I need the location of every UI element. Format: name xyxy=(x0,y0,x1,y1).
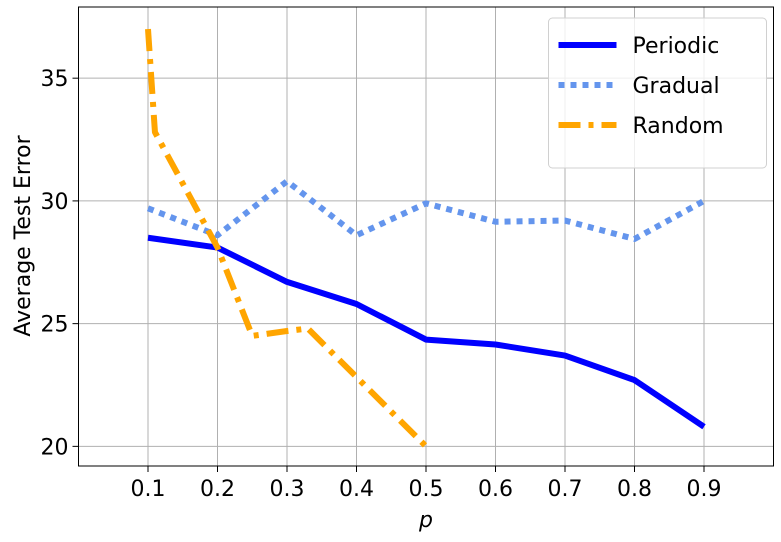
legend-label: Periodic xyxy=(633,34,720,59)
legend-box xyxy=(548,17,767,169)
y-tick-label: 25 xyxy=(41,313,69,338)
x-tick-label: 0.4 xyxy=(339,477,374,502)
series-line xyxy=(146,178,706,242)
y-tick-label: 20 xyxy=(41,435,69,460)
x-tick-label: 0.2 xyxy=(200,477,235,502)
y-tick-label: 30 xyxy=(41,190,69,215)
x-tick-label: 0.8 xyxy=(617,477,652,502)
plot-frame xyxy=(78,6,774,467)
legend-label: Gradual xyxy=(633,74,720,99)
x-tick-label: 0.1 xyxy=(131,477,166,502)
legend: Periodic Gradual Random xyxy=(548,17,767,169)
x-tick-label: 0.5 xyxy=(409,477,444,502)
series-line xyxy=(147,234,706,430)
x-tick-label: 0.6 xyxy=(478,477,513,502)
x-tick-label: 0.7 xyxy=(548,477,583,502)
x-axis-label: p xyxy=(418,508,433,533)
series-line xyxy=(145,28,429,449)
y-tick-label: 35 xyxy=(41,67,69,92)
x-tick-label: 0.3 xyxy=(270,477,305,502)
legend-label: Random xyxy=(633,114,724,139)
y-axis-label: Average Test Error xyxy=(11,134,36,336)
x-tick-label: 0.9 xyxy=(687,477,722,502)
